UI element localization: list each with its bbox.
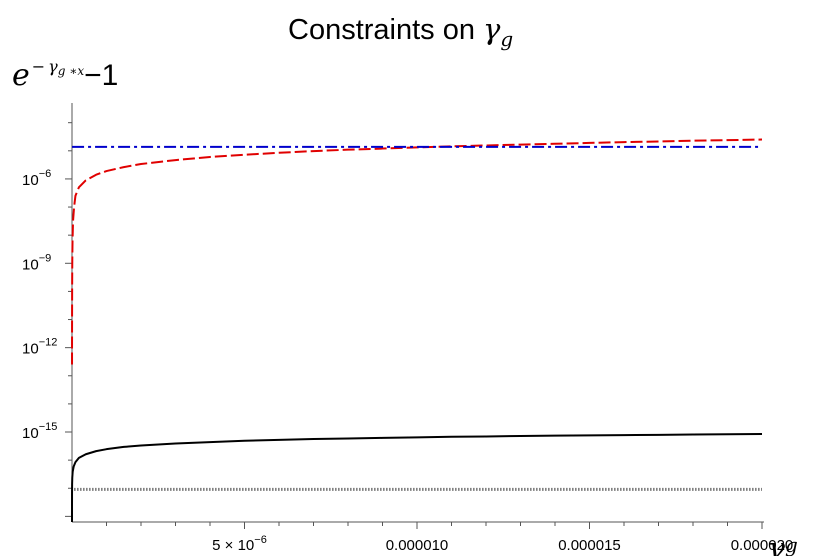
y-tick-label: 10−15 <box>22 421 57 442</box>
x-tick-label: 0.000015 <box>558 537 621 554</box>
y-tick-label: 10−9 <box>22 252 51 273</box>
chart-title: Constraints on γg <box>288 12 513 51</box>
y-tick-label: 10−6 <box>22 168 51 189</box>
x-tick-label: 0.000010 <box>386 537 449 554</box>
x-tick-label: 0.000020 <box>731 537 794 554</box>
x-tick-label: 5 × 10−6 <box>212 534 267 554</box>
x-axis-label: γg <box>767 532 798 556</box>
y-tick-label: 10−12 <box>22 337 57 358</box>
series-line-solid <box>71 432 763 523</box>
y-axis-label: e − γg ∗x−1 <box>12 57 118 93</box>
series-line-dashed <box>71 138 763 365</box>
